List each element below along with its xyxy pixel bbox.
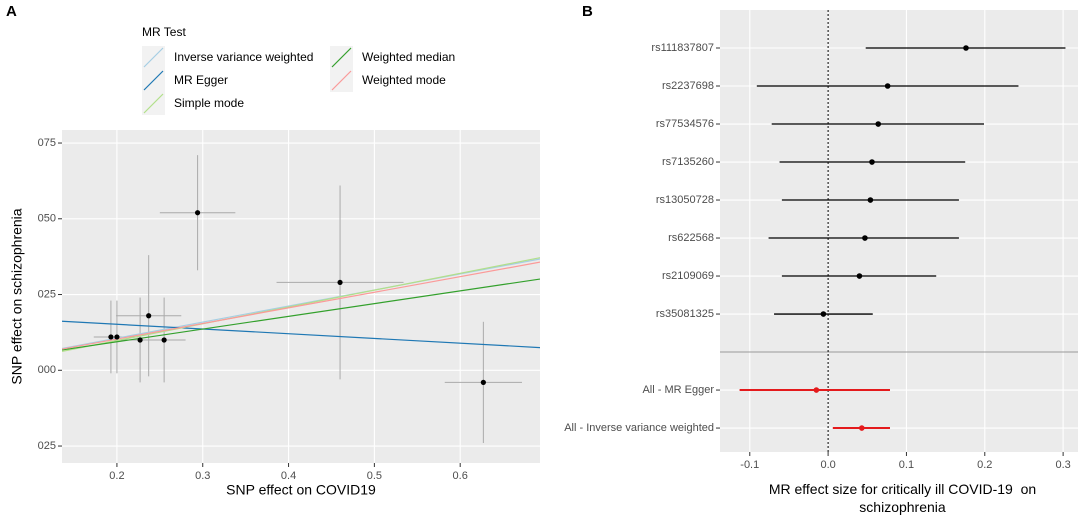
legend-label: Weighted median [362, 50, 455, 64]
point [480, 379, 486, 386]
y-tick-label: rs13050728 [656, 194, 714, 206]
point [146, 313, 152, 319]
y-tick-label: All - MR Egger [642, 384, 714, 396]
y-tick-label: 025 [38, 288, 56, 300]
point [337, 279, 343, 286]
y-tick-label: rs7135260 [662, 156, 714, 168]
plot-background [62, 130, 540, 463]
y-tick-label: 050 [38, 213, 56, 225]
point [137, 337, 143, 343]
legend-swatch [143, 47, 164, 68]
point [862, 235, 868, 241]
x-tick-label: 0.2 [977, 459, 992, 471]
point [114, 334, 120, 340]
y-tick-label: rs111837807 [651, 42, 714, 54]
point [963, 45, 969, 51]
y-tick-label: All - Inverse variance weighted [564, 422, 714, 434]
point [820, 311, 827, 317]
x-tick-label: 0.5 [367, 470, 382, 482]
y-tick-label: rs2237698 [662, 80, 714, 92]
legend-swatch [143, 70, 164, 91]
panel-label: A [6, 3, 17, 20]
point [867, 197, 874, 203]
y-tick-label: rs77534576 [656, 118, 714, 130]
x-tick-label: 0.4 [281, 470, 296, 482]
x-tick-label: -0.1 [740, 459, 759, 471]
x-tick-label: 0.3 [195, 470, 210, 482]
point [194, 210, 201, 216]
y-tick-label: rs2109069 [662, 270, 714, 282]
regression-line [62, 261, 540, 350]
plot-area [739, 10, 1066, 452]
legend-label: Inverse variance weighted [174, 50, 313, 64]
point [108, 334, 114, 340]
x-axis-title: MR effect size for critically ill COVID-… [768, 481, 1041, 515]
x-tick-label: 0.3 [1055, 459, 1070, 471]
y-tick-label: rs622568 [668, 232, 714, 244]
y-tick-label: rs35081325 [656, 308, 714, 320]
point [869, 159, 875, 165]
legend-label: MR Egger [174, 73, 228, 87]
plot-area [62, 155, 540, 444]
legend-swatch [143, 93, 164, 114]
legend-title: MR Test [142, 25, 186, 39]
y-tick-label: 075 [38, 137, 56, 149]
x-tick-label: 0.0 [820, 459, 835, 471]
y-tick-label: 000 [38, 364, 56, 376]
panel-label: B [582, 3, 593, 20]
point [858, 425, 865, 431]
x-tick-label: 0.6 [453, 470, 468, 482]
regression-line [62, 320, 540, 349]
legend-label: Weighted mode [362, 73, 446, 87]
point [856, 273, 863, 279]
x-tick-label: 0.1 [899, 459, 914, 471]
plot-background [720, 10, 1078, 452]
legend-label: Simple mode [174, 96, 244, 110]
x-tick-label: 0.2 [109, 470, 124, 482]
legend-swatch [331, 70, 352, 91]
point [813, 387, 820, 393]
x-axis-title-box: MR effect size for critically ill COVID-… [768, 481, 1041, 515]
point [884, 83, 891, 89]
y-tick-label: 025 [38, 440, 56, 452]
regression-line [62, 257, 540, 352]
point [161, 337, 167, 343]
point [875, 121, 882, 127]
y-axis-title: SNP effect on schizophrenia [9, 208, 25, 384]
legend-swatch [331, 47, 352, 68]
x-axis-title: SNP effect on COVID19 [226, 482, 376, 498]
